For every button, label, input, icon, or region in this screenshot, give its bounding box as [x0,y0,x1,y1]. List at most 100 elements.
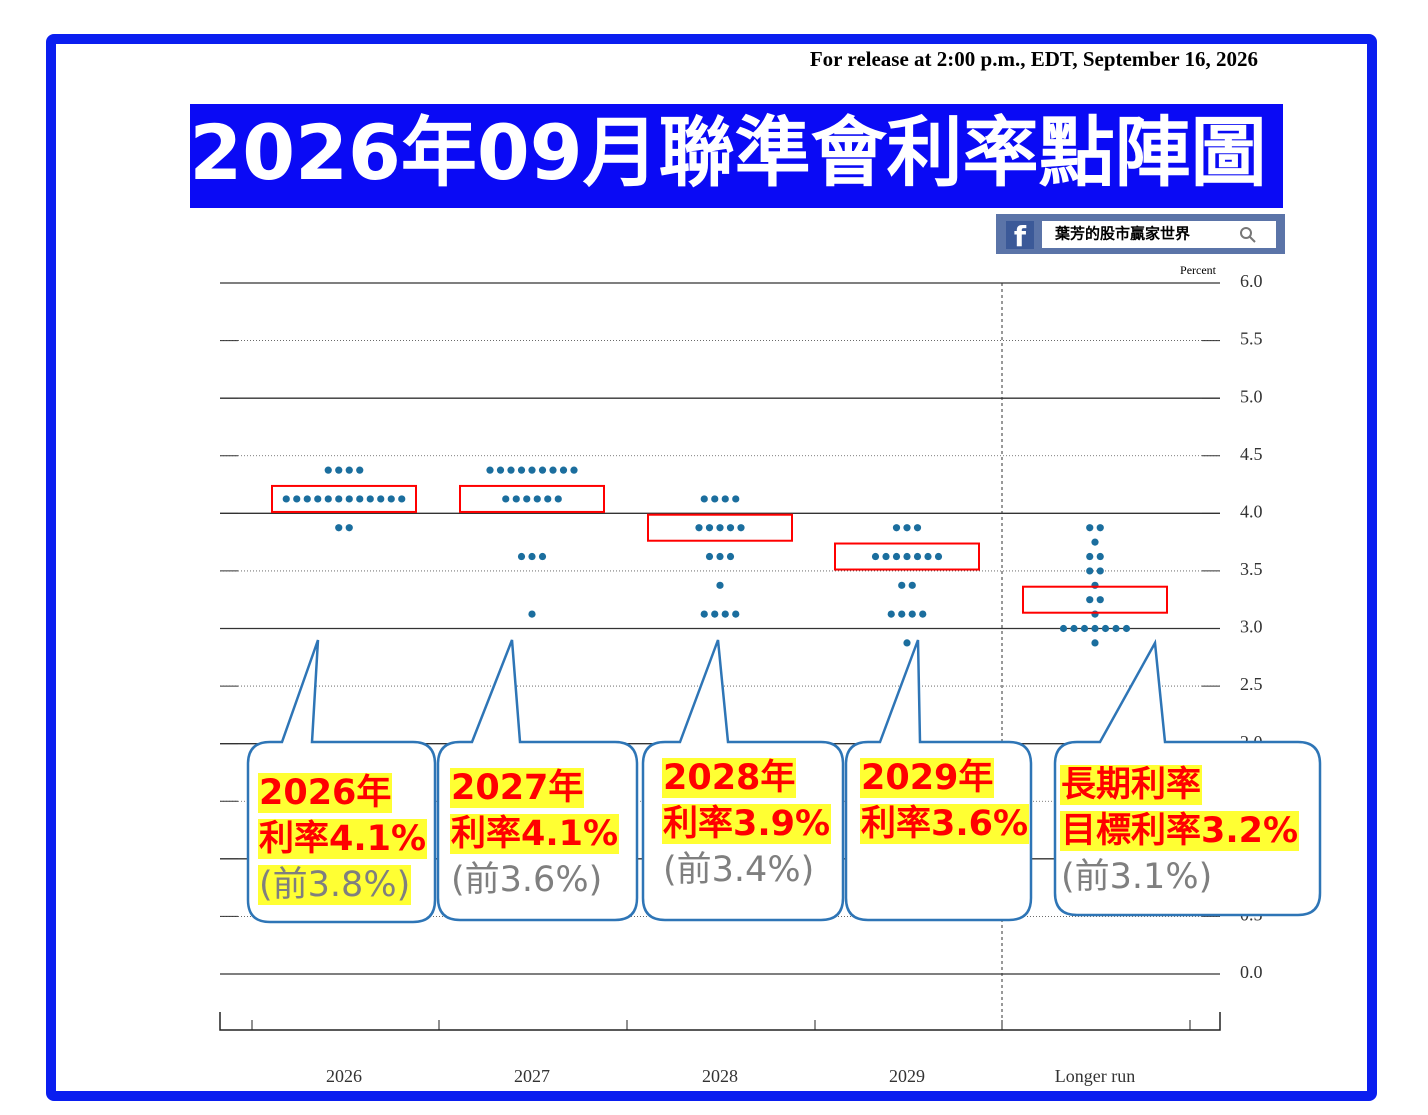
callout-line: (前3.8%) [258,865,412,905]
callout-line: 利率3.9% [662,804,832,844]
dot [711,610,719,618]
dot [898,581,906,589]
callout-line-row: 利率4.1% [450,811,620,857]
dot [903,524,911,532]
dot [1080,624,1089,633]
median-box [834,542,980,571]
y-tick-label: 6.0 [1240,271,1263,291]
dot [303,495,311,503]
dot [924,552,932,561]
dot [496,466,505,474]
fb-icon [1006,221,1034,249]
search-icon[interactable] [1240,227,1252,239]
dot [1112,624,1120,633]
callout-line: 利率4.1% [258,819,428,859]
dot [366,495,374,503]
callout-line: 2028年 [662,758,797,798]
callout-line: (前3.6%) [451,860,603,900]
x-tick-label: 2027 [514,1066,550,1086]
dot [887,610,895,618]
dot [293,495,301,503]
dot [721,495,729,503]
callout-line-row: 2028年 [662,755,831,801]
dot [544,495,552,503]
callout-line-row: (前3.4%) [662,847,831,893]
dot [549,466,557,474]
callout: 2027年 利率4.1% (前3.6%) [450,765,620,903]
dot [716,524,724,532]
dot [345,466,353,474]
dot [1096,596,1104,604]
dot [726,552,735,561]
callout-line: 2029年 [860,758,995,798]
y-tick-label: 4.0 [1240,501,1263,521]
dot [1086,567,1094,575]
search-box[interactable] [1042,221,1276,248]
dot [721,610,729,618]
dot [502,495,510,503]
y-tick-label: 2.5 [1240,674,1263,694]
dot [1096,567,1104,575]
median-box [271,484,417,513]
release-note: For release at 2:00 p.m., EDT, September… [810,47,1258,71]
dot [1096,524,1104,532]
frame [46,34,1377,1101]
dot [554,495,562,503]
y-tick-label: 5.5 [1240,329,1263,349]
dot [486,466,494,474]
dot [559,466,568,474]
x-tick-label: 2026 [326,1066,362,1086]
dot [1086,596,1094,604]
dot [892,524,901,532]
dot [324,495,332,503]
chart-title: 2026年09月聯準會利率點陣圖 [189,108,1266,197]
page-name: 葉芳的股市贏家世界 [1054,224,1190,242]
callout-line: 2027年 [450,768,585,808]
dot [387,495,395,503]
callout-line: 2026年 [258,773,393,813]
dot [282,495,290,503]
dot [737,524,745,532]
y-unit: Percent [1180,263,1217,277]
dot [892,552,901,561]
dot [533,495,541,503]
callout-line-row: 2029年 [860,755,1029,801]
dot [705,524,714,532]
dot [898,610,906,618]
callout-line-row: 2026年 [258,770,427,816]
dot [335,495,343,503]
dot [1059,624,1068,633]
dot [538,466,547,474]
title-banner [190,104,1283,208]
median-box [647,513,793,542]
x-axis [219,1012,1221,1031]
dot [903,552,911,561]
dot [732,495,740,503]
median-box [1022,585,1168,614]
callout-line: 目標利率3.2% [1060,811,1300,851]
dot [700,495,708,503]
dot [335,466,343,474]
dot [517,466,526,474]
callout-line-row: 長期利率 [1060,762,1299,808]
x-axis-ticks [251,1020,1191,1030]
y-tick-label: 0.0 [1240,962,1263,982]
dot [345,524,353,532]
x-tick-label: Longer run [1055,1066,1135,1086]
dot [512,495,520,503]
y-tick-label: 3.5 [1240,559,1263,579]
dot [711,495,719,503]
dot [1086,524,1094,532]
dot [871,552,880,561]
dot [716,581,724,589]
callout-line-row: (前3.1%) [1060,854,1299,900]
dot [335,524,343,532]
y-tick-label: 4.5 [1240,444,1263,464]
dot [324,466,332,474]
dot [1101,624,1110,633]
dot [913,524,922,532]
callout-line: (前3.4%) [663,850,815,890]
median-box [459,484,605,513]
